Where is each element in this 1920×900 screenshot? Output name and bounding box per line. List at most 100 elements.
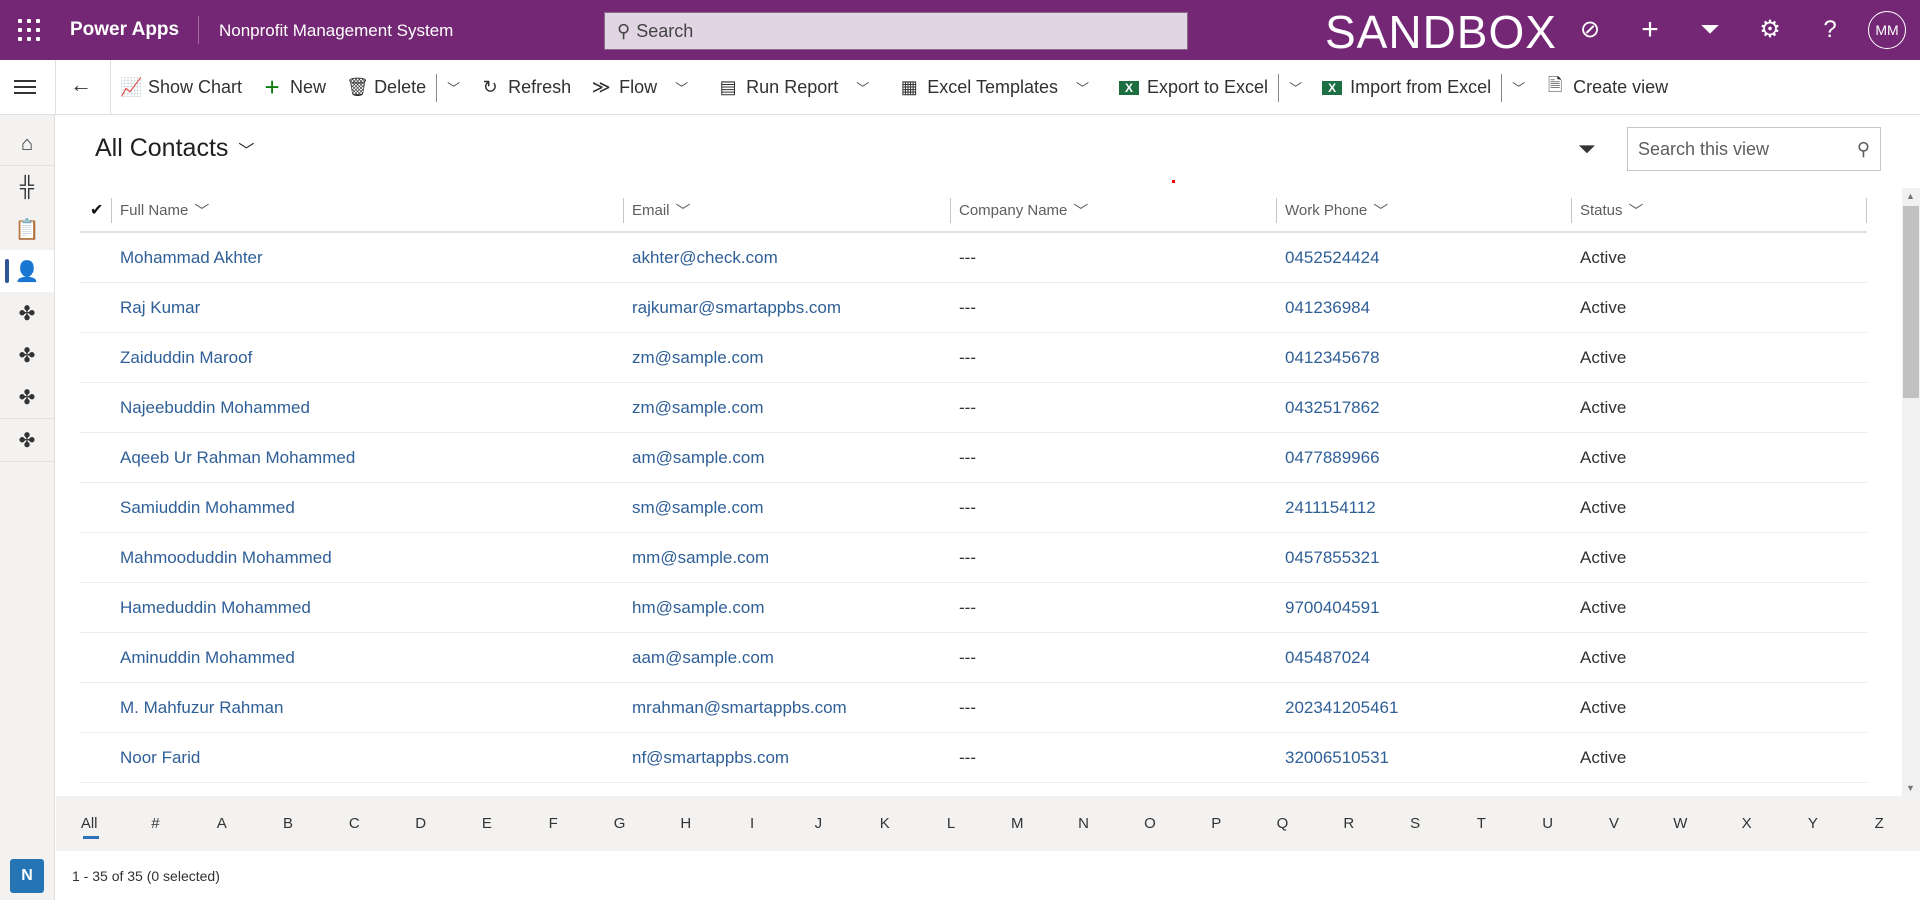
sidebar-item-entity-1[interactable]: ✤ <box>0 292 54 334</box>
work-phone-link[interactable]: 0452524424 <box>1285 248 1380 267</box>
gear-icon[interactable]: ⚙ <box>1759 16 1781 43</box>
avatar[interactable]: MM <box>1868 11 1906 49</box>
export-to-excel-button[interactable]: X Export to Excel <box>1109 60 1278 115</box>
search-icon[interactable]: ⚲ <box>1856 138 1870 159</box>
back-arrow-icon[interactable]: ← <box>70 72 92 97</box>
full-name-link[interactable]: Mahmooduddin Mohammed <box>120 548 332 567</box>
search-view-input[interactable]: Search this view ⚲ <box>1627 127 1881 171</box>
table-row[interactable]: Hameduddin Mohammed hm@sample.com --- 97004… <box>80 583 1867 633</box>
vertical-scrollbar[interactable]: ▲ ▼ <box>1902 188 1920 796</box>
app-name[interactable]: Power Apps <box>70 19 180 40</box>
create-view-button[interactable]: 🗎 Create view <box>1535 60 1678 115</box>
full-name-link[interactable]: Samiuddin Mohammed <box>120 498 295 517</box>
alpha-filter-v[interactable]: V <box>1608 815 1619 832</box>
full-name-link[interactable]: Noor Farid <box>120 748 201 767</box>
alpha-filter-d[interactable]: D <box>415 815 427 832</box>
alpha-filter-f[interactable]: F <box>548 815 558 832</box>
alpha-filter-p[interactable]: P <box>1211 815 1222 832</box>
chevron-down-icon[interactable]: ﹀ <box>1289 81 1303 96</box>
email-link[interactable]: zm@sample.com <box>632 348 764 367</box>
global-search-input[interactable]: ⚲ Search <box>604 12 1188 50</box>
table-row[interactable]: Raj Kumar rajkumar@smartappbs.com --- 04123… <box>80 283 1867 333</box>
new-button[interactable]: + New <box>252 60 336 115</box>
hamburger-icon[interactable] <box>14 76 36 98</box>
alpha-filter-x[interactable]: X <box>1741 815 1752 832</box>
email-link[interactable]: rajkumar@smartappbs.com <box>632 298 842 317</box>
alpha-filter-y[interactable]: Y <box>1807 815 1818 832</box>
email-link[interactable]: aam@sample.com <box>632 648 774 667</box>
view-selector[interactable]: All Contacts ﹀ <box>95 134 254 163</box>
table-row[interactable]: Noor Farid nf@smartappbs.com --- 3200651053… <box>80 733 1867 783</box>
table-row[interactable]: Samiuddin Mohammed sm@sample.com --- 241115… <box>80 483 1867 533</box>
plus-icon[interactable]: + <box>1641 13 1659 46</box>
alpha-filter-k[interactable]: K <box>879 815 890 832</box>
import-from-excel-button[interactable]: X Import from Excel <box>1312 60 1501 115</box>
sidebar-item-entity-4[interactable]: ✤ <box>0 419 54 461</box>
full-name-link[interactable]: Zaiduddin Maroof <box>120 348 253 367</box>
alpha-filter-c[interactable]: C <box>348 815 360 832</box>
refresh-button[interactable]: ↻ Refresh <box>470 60 581 115</box>
alpha-filter-r[interactable]: R <box>1343 815 1355 832</box>
app-launcher-icon[interactable] <box>18 19 40 41</box>
sidebar-item-home[interactable]: ⌂ <box>0 123 54 165</box>
alpha-filter-n[interactable]: N <box>1078 815 1090 832</box>
work-phone-link[interactable]: 041236984 <box>1285 298 1371 317</box>
goal-icon[interactable]: ⊘ <box>1579 16 1601 43</box>
delete-button[interactable]: 🗑 Delete <box>336 60 436 115</box>
column-header-company-name[interactable]: Company Name ﹀ <box>950 188 1088 233</box>
alpha-filter-g[interactable]: G <box>613 815 626 832</box>
column-header-full-name[interactable]: Full Name ﹀ <box>111 188 209 233</box>
alpha-filter-j[interactable]: J <box>814 815 823 832</box>
table-row[interactable]: Najeebuddin Mohammed zm@sample.com --- 0432… <box>80 383 1867 433</box>
column-header-email[interactable]: Email ﹀ <box>623 188 691 233</box>
email-link[interactable]: sm@sample.com <box>632 498 764 517</box>
table-row[interactable]: Mahmooduddin Mohammed mm@sample.com --- 045… <box>80 533 1867 583</box>
full-name-link[interactable]: Aqeeb Ur Rahman Mohammed <box>120 448 356 467</box>
select-all-checkbox[interactable]: ✔ <box>90 202 104 219</box>
sidebar-item-entity-2[interactable]: ✤ <box>0 334 54 376</box>
alpha-filter-m[interactable]: M <box>1011 815 1024 832</box>
help-icon[interactable]: ? <box>1823 16 1837 43</box>
excel-templates-button[interactable]: ▦ Excel Templates ﹀ <box>889 60 1109 115</box>
alpha-filter-i[interactable]: I <box>750 815 755 832</box>
alpha-filter-all[interactable]: All <box>56 815 122 839</box>
table-row[interactable]: Zaiduddin Maroof zm@sample.com --- 04123456… <box>80 333 1867 383</box>
email-link[interactable]: nf@smartappbs.com <box>632 748 790 767</box>
scrollbar-thumb[interactable] <box>1903 206 1919 398</box>
alpha-filter-e[interactable]: E <box>481 815 492 832</box>
chevron-down-icon[interactable]: ﹀ <box>1512 81 1526 96</box>
alpha-filter-u[interactable]: U <box>1542 815 1554 832</box>
chevron-down-icon[interactable]: ﹀ <box>447 81 461 96</box>
full-name-link[interactable]: Hameduddin Mohammed <box>120 598 311 617</box>
table-row[interactable]: Aqeeb Ur Rahman Mohammed am@sample.com ---… <box>80 433 1867 483</box>
alpha-filter-o[interactable]: O <box>1144 815 1156 832</box>
run-report-button[interactable]: ▤ Run Report ﹀ <box>708 60 889 115</box>
sidebar-item-activities[interactable]: 📋 <box>0 208 54 250</box>
work-phone-link[interactable]: 0477889966 <box>1285 448 1380 467</box>
email-link[interactable]: am@sample.com <box>632 448 765 467</box>
alpha-filter-t[interactable]: T <box>1476 815 1486 832</box>
alpha-filter-h[interactable]: H <box>680 815 692 832</box>
alpha-filter-w[interactable]: W <box>1673 815 1688 832</box>
column-header-work-phone[interactable]: Work Phone ﹀ <box>1276 188 1388 233</box>
work-phone-link[interactable]: 0457855321 <box>1285 548 1380 567</box>
table-row[interactable]: Mohammad Akhter akhter@check.com --- 045252… <box>80 233 1867 283</box>
filter-icon[interactable]: ⏷ <box>1700 16 1720 43</box>
full-name-link[interactable]: Mohammad Akhter <box>120 248 263 267</box>
work-phone-link[interactable]: 0432517862 <box>1285 398 1380 417</box>
alpha-filter-a[interactable]: A <box>216 815 227 832</box>
alpha-filter-b[interactable]: B <box>283 815 294 832</box>
email-link[interactable]: akhter@check.com <box>632 248 778 267</box>
column-header-status[interactable]: Status ﹀ <box>1571 188 1644 233</box>
email-link[interactable]: zm@sample.com <box>632 398 764 417</box>
work-phone-link[interactable]: 0412345678 <box>1285 348 1380 367</box>
work-phone-link[interactable]: 045487024 <box>1285 648 1371 667</box>
work-phone-link[interactable]: 2411154112 <box>1285 498 1376 517</box>
work-phone-link[interactable]: 32006510531 <box>1285 748 1390 767</box>
full-name-link[interactable]: Raj Kumar <box>120 298 201 317</box>
full-name-link[interactable]: Aminuddin Mohammed <box>120 648 295 667</box>
email-link[interactable]: mm@sample.com <box>632 548 770 567</box>
sidebar-item-contacts[interactable]: 👤 <box>0 250 54 292</box>
alpha-filter-q[interactable]: Q <box>1276 815 1289 832</box>
filter-icon[interactable]: ⏷ <box>1578 136 1596 161</box>
